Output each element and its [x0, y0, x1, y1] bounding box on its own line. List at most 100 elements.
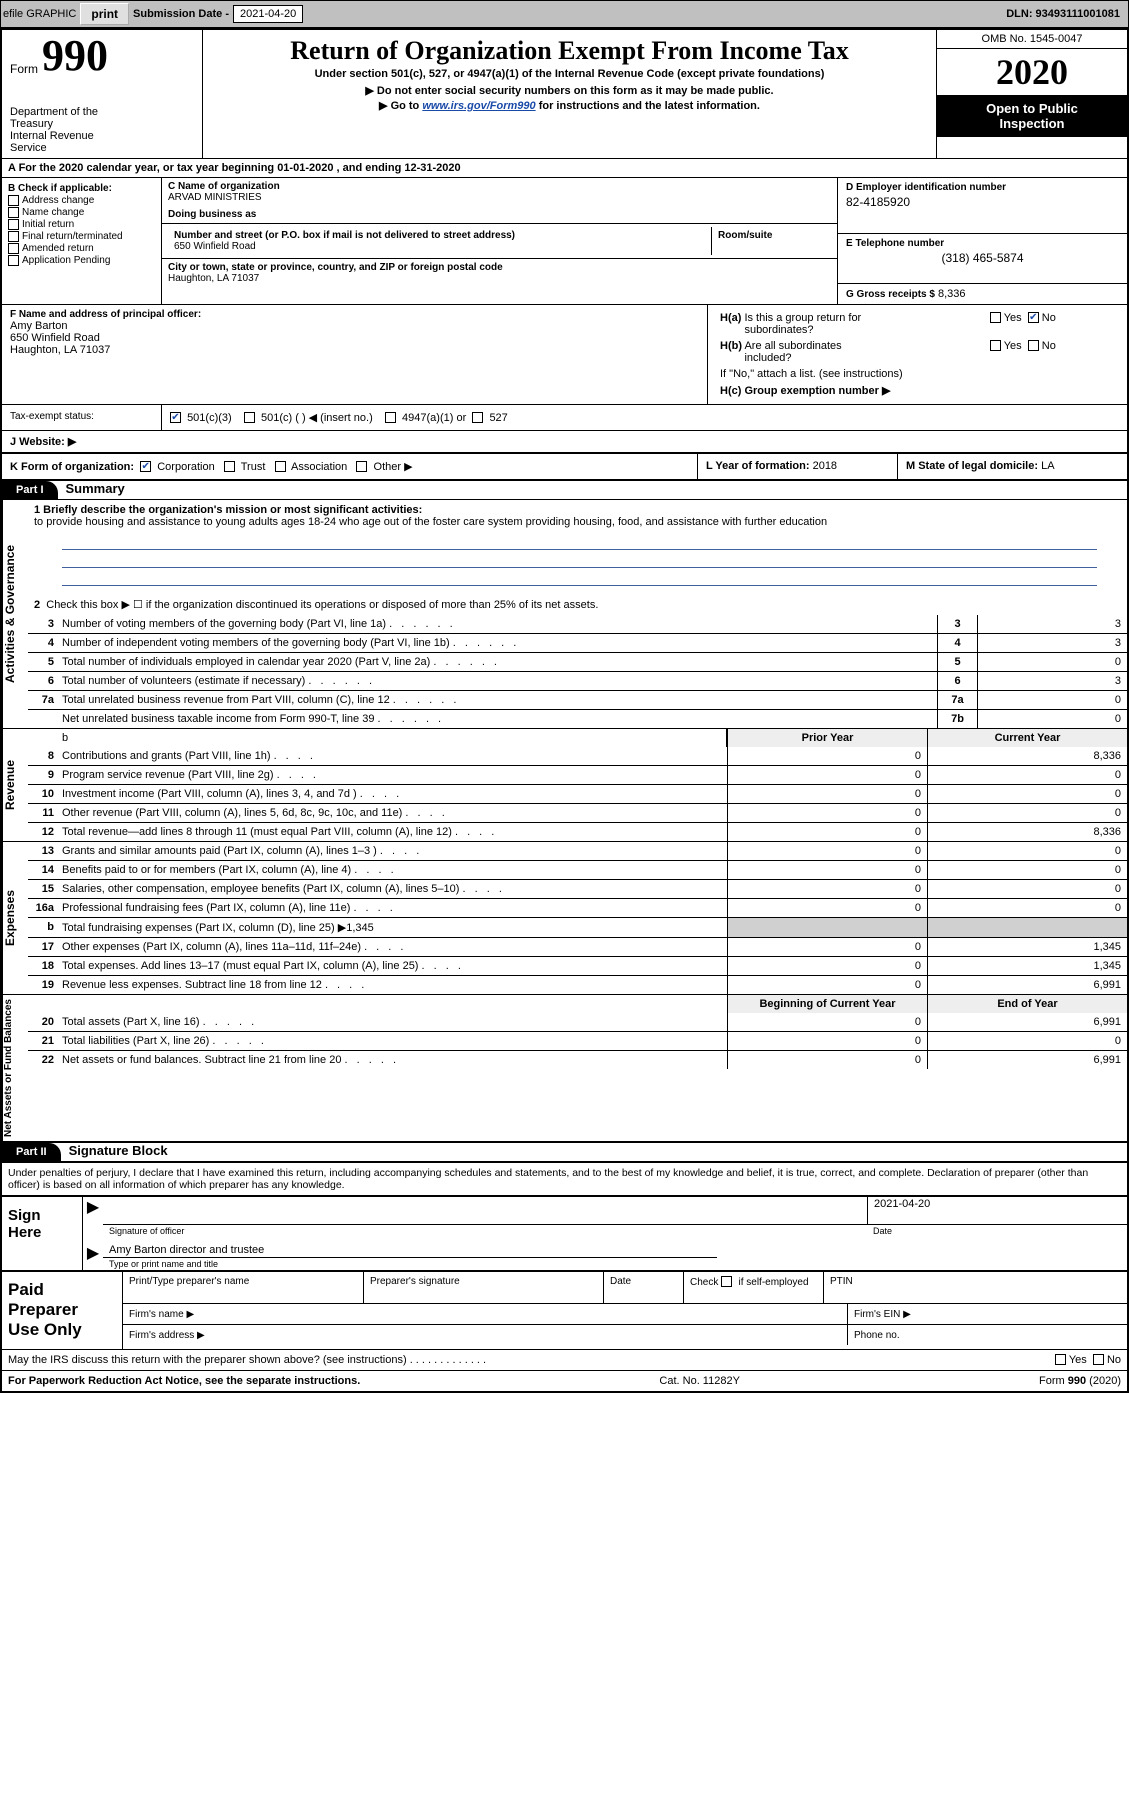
prior-year-value: 0: [727, 747, 927, 765]
officer-addr2: Haughton, LA 71037: [10, 344, 699, 356]
irs-form990-link[interactable]: www.irs.gov/Form990: [422, 100, 535, 112]
officer-printed-name: Amy Barton director and trustee: [103, 1243, 717, 1258]
prior-year-value: 0: [727, 842, 927, 860]
chk-501c3[interactable]: [170, 412, 181, 423]
rev-header-row: b Prior Year Current Year: [28, 729, 1127, 747]
current-year-value: 6,991: [927, 976, 1127, 994]
row-j-website: J Website: ▶: [2, 430, 1127, 452]
current-year-value: 1,345: [927, 938, 1127, 956]
phone-label: E Telephone number: [846, 238, 1119, 249]
current-year-value: 0: [927, 880, 1127, 898]
triangle-icon: ▶: [83, 1243, 103, 1270]
row-value: 0: [977, 710, 1127, 728]
phone-block: E Telephone number (318) 465-5874: [838, 234, 1127, 284]
row-text: Grants and similar amounts paid (Part IX…: [58, 842, 727, 860]
current-year-value: 0: [927, 785, 1127, 803]
city-value: Haughton, LA 71037: [168, 273, 831, 284]
row-number: b: [28, 918, 58, 937]
col-end-year: End of Year: [927, 995, 1127, 1013]
line-2-discontinued: 2 Check this box ▶ ☐ if the organization…: [28, 594, 1127, 615]
chk-4947[interactable]: [385, 412, 396, 423]
tab-activities-governance: Activities & Governance: [2, 500, 28, 728]
row-number: 9: [28, 766, 58, 784]
row-text: Total number of volunteers (estimate if …: [58, 672, 937, 690]
net-assets-row: 20Total assets (Part X, line 16) . . . .…: [28, 1013, 1127, 1031]
h-a-yesno: Yes No: [988, 311, 1117, 337]
chk-initial-return[interactable]: Initial return: [8, 219, 155, 230]
prior-year-value: 0: [727, 880, 927, 898]
row-text: Number of voting members of the governin…: [58, 615, 937, 633]
net-assets-row: 22Net assets or fund balances. Subtract …: [28, 1050, 1127, 1069]
h-a-no-checked[interactable]: [1028, 312, 1039, 323]
row-number: 15: [28, 880, 58, 898]
part-i-revenue: Revenue b Prior Year Current Year 8Contr…: [2, 728, 1127, 841]
chk-application-pending[interactable]: Application Pending: [8, 255, 155, 266]
org-name-value: ARVAD MINISTRIES: [168, 192, 831, 203]
revenue-row: 11Other revenue (Part VIII, column (A), …: [28, 803, 1127, 822]
firm-ein-label: Firm's EIN ▶: [854, 1309, 911, 1320]
phone-value: (318) 465-5874: [846, 251, 1119, 265]
beginning-value: 0: [727, 1051, 927, 1069]
col-beginning-year: Beginning of Current Year: [727, 995, 927, 1013]
current-year-value: 8,336: [927, 747, 1127, 765]
address-value: 650 Winfield Road: [174, 241, 705, 252]
revenue-row: 9Program service revenue (Part VIII, lin…: [28, 765, 1127, 784]
chk-amended-return[interactable]: Amended return: [8, 243, 155, 254]
prior-year-value: 0: [727, 766, 927, 784]
chk-final-return[interactable]: Final return/terminated: [8, 231, 155, 242]
tab-revenue: Revenue: [2, 729, 28, 841]
row-k-l-m: K Form of organization: Corporation Trus…: [2, 452, 1127, 479]
row-text: Net assets or fund balances. Subtract li…: [58, 1051, 727, 1069]
row-box: 6: [937, 672, 977, 690]
org-name-row: C Name of organization ARVAD MINISTRIES …: [162, 178, 837, 224]
paid-preparer-label: PaidPreparerUse Only: [2, 1272, 122, 1349]
row-number: [28, 710, 58, 728]
chk-address-change[interactable]: Address change: [8, 195, 155, 206]
part-i-expenses: Expenses 13Grants and similar amounts pa…: [2, 841, 1127, 994]
omb-number: OMB No. 1545-0047: [937, 30, 1127, 49]
row-box: 5: [937, 653, 977, 671]
current-year-value: 0: [927, 804, 1127, 822]
print-button[interactable]: print: [80, 3, 129, 25]
expense-row: 16aProfessional fundraising fees (Part I…: [28, 898, 1127, 917]
chk-other[interactable]: [356, 461, 367, 472]
row-number: 12: [28, 823, 58, 841]
revenue-row: 12Total revenue—add lines 8 through 11 (…: [28, 822, 1127, 841]
ein-label: D Employer identification number: [846, 182, 1119, 193]
tab-expenses: Expenses: [2, 842, 28, 994]
paperwork-notice: For Paperwork Reduction Act Notice, see …: [8, 1375, 360, 1387]
l-year-formation: L Year of formation: 2018: [697, 454, 897, 479]
chk-501c[interactable]: [244, 412, 255, 423]
chk-trust[interactable]: [224, 461, 235, 472]
officer-signature-line[interactable]: [103, 1197, 867, 1224]
prior-year-value: 0: [727, 938, 927, 956]
triangle-icon: ▶: [83, 1197, 103, 1237]
submission-label: Submission Date -: [133, 8, 229, 20]
may-discuss-yesno: Yes No: [1055, 1354, 1121, 1366]
prep-sig-label: Preparer's signature: [370, 1276, 597, 1287]
row-number: 14: [28, 861, 58, 879]
row-text: Total number of individuals employed in …: [58, 653, 937, 671]
efile-label: efile GRAPHIC: [3, 8, 76, 20]
tax-exempt-label: Tax-exempt status:: [10, 411, 94, 422]
chk-name-change[interactable]: Name change: [8, 207, 155, 218]
part-i-badge: Part I: [2, 481, 58, 499]
name-title-caption: Type or print name and title: [103, 1258, 1127, 1270]
signature-date: 2021-04-20: [867, 1197, 1127, 1224]
ein-block: D Employer identification number 82-4185…: [838, 178, 1127, 234]
current-year-value: [927, 918, 1127, 937]
row-number: 8: [28, 747, 58, 765]
chk-corporation[interactable]: [140, 461, 151, 472]
header-left: Form 990 Department of theTreasuryIntern…: [2, 30, 202, 158]
chk-527[interactable]: [472, 412, 483, 423]
ptin-label: PTIN: [830, 1276, 1121, 1287]
note2-post: for instructions and the latest informat…: [536, 100, 760, 112]
revenue-row: 8Contributions and grants (Part VIII, li…: [28, 747, 1127, 765]
mission-label: 1 Briefly describe the organization's mi…: [34, 504, 422, 516]
form-header: Form 990 Department of theTreasuryIntern…: [2, 30, 1127, 158]
row-text: Revenue less expenses. Subtract line 18 …: [58, 976, 727, 994]
top-toolbar: efile GRAPHIC print Submission Date - 20…: [0, 0, 1129, 28]
expense-row: 19Revenue less expenses. Subtract line 1…: [28, 975, 1127, 994]
col-current-year: Current Year: [927, 729, 1127, 747]
chk-association[interactable]: [275, 461, 286, 472]
